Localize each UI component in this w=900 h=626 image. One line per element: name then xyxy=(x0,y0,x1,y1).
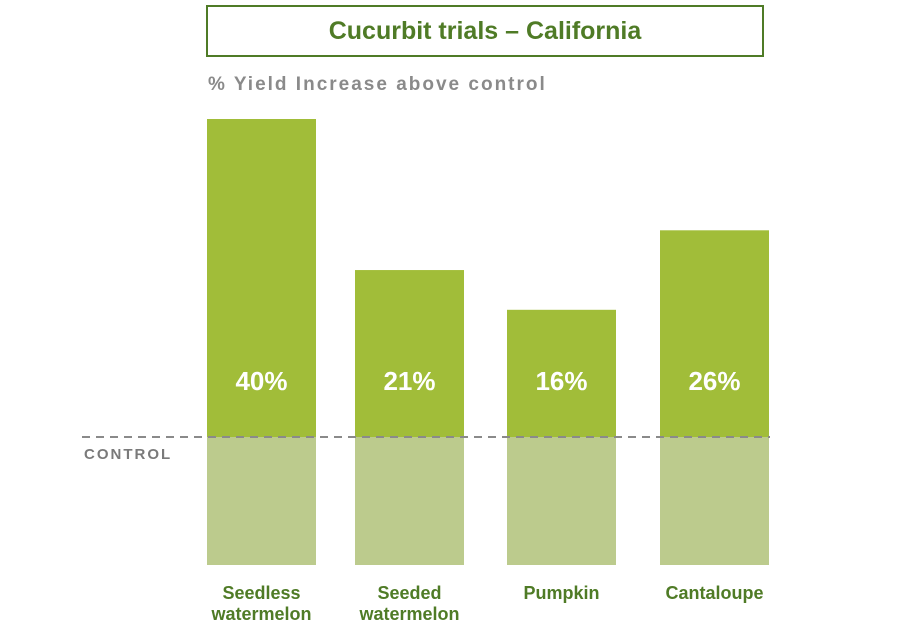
control-segment xyxy=(355,437,464,565)
value-labels: 40% 21% 16% 26% xyxy=(235,366,740,396)
value-label: 40% xyxy=(235,366,287,396)
chart-title: Cucurbit trials – California xyxy=(328,16,642,45)
bar xyxy=(660,230,769,437)
control-segment xyxy=(660,437,769,565)
bar xyxy=(355,270,464,437)
control-segment xyxy=(207,437,316,565)
value-label: 16% xyxy=(535,366,587,396)
category-label: watermelon xyxy=(210,604,311,624)
bar xyxy=(207,119,316,437)
chart-title-box: Cucurbit trials – California xyxy=(206,5,764,57)
category-label: Seedless xyxy=(222,583,300,603)
bars xyxy=(207,119,769,437)
value-label: 26% xyxy=(688,366,740,396)
value-label: 21% xyxy=(383,366,435,396)
category-label: Cantaloupe xyxy=(665,583,763,603)
control-segment xyxy=(507,437,616,565)
control-label: CONTROL xyxy=(84,446,172,463)
bar xyxy=(507,309,616,437)
category-labels: SeedlesswatermelonSeededwatermelonPumpki… xyxy=(210,583,763,624)
control-segments xyxy=(207,437,769,565)
category-label: Pumpkin xyxy=(523,583,599,603)
category-label: watermelon xyxy=(358,604,459,624)
y-axis-label: % Yield Increase above control xyxy=(208,74,547,95)
category-label: Seeded xyxy=(377,583,441,603)
